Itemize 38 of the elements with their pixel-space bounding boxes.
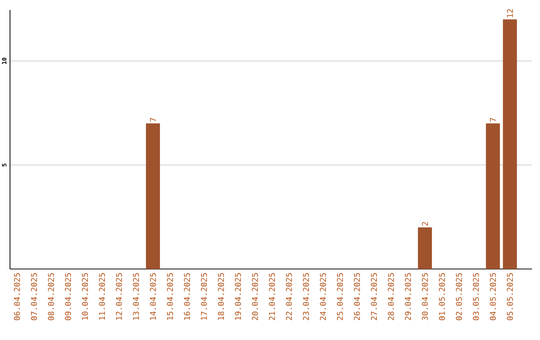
bar bbox=[146, 123, 160, 269]
x-tick-label: 03.05.2025 bbox=[472, 273, 479, 320]
x-tick-label: 18.04.2025 bbox=[218, 273, 224, 320]
x-tick-label: 06.04.2025 bbox=[14, 273, 20, 320]
x-tick-label: 22.04.2025 bbox=[286, 273, 292, 320]
x-tick-label: 07.04.2025 bbox=[30, 273, 37, 320]
x-tick-label: 13.04.2025 bbox=[132, 273, 139, 320]
x-tick-label: 11.04.2025 bbox=[98, 273, 105, 320]
x-tick-label: 08.04.2025 bbox=[48, 273, 54, 320]
x-tick-label: 24.04.2025 bbox=[320, 273, 326, 320]
bar bbox=[418, 227, 432, 269]
x-tick-label: 23.04.2025 bbox=[302, 273, 309, 320]
x-tick-label: 09.04.2025 bbox=[64, 273, 71, 320]
x-tick-label: 25.04.2025 bbox=[336, 273, 343, 320]
x-tick-label: 27.04.2025 bbox=[370, 273, 377, 320]
x-tick-label: 21.04.2025 bbox=[268, 273, 275, 320]
x-tick-label: 26.04.2025 bbox=[354, 273, 360, 320]
x-tick-label: 20.04.2025 bbox=[252, 273, 258, 320]
x-tick-label: 04.05.2025 bbox=[490, 273, 496, 320]
bar bbox=[502, 19, 517, 269]
data-label: 2 bbox=[422, 222, 428, 226]
x-tick-label: 05.05.2025 bbox=[506, 273, 513, 320]
data-label: 7 bbox=[490, 118, 496, 122]
x-tick-label: 17.04.2025 bbox=[200, 273, 207, 320]
x-tick-label: 01.05.2025 bbox=[438, 273, 445, 320]
x-tick-label: 12.04.2025 bbox=[116, 273, 122, 320]
x-tick-label: 02.05.2025 bbox=[456, 273, 462, 320]
bar bbox=[486, 123, 500, 269]
x-tick-label: 10.04.2025 bbox=[82, 273, 88, 320]
data-label: 12 bbox=[506, 9, 513, 18]
x-tick-label: 15.04.2025 bbox=[166, 273, 173, 320]
data-label: 7 bbox=[150, 118, 156, 122]
x-tick-label: 19.04.2025 bbox=[234, 273, 241, 320]
x-tick-label: 16.04.2025 bbox=[184, 273, 190, 320]
x-tick-label: 29.04.2025 bbox=[404, 273, 411, 320]
x-tick-label: 28.04.2025 bbox=[388, 273, 394, 320]
x-tick-label: 14.04.2025 bbox=[150, 273, 156, 320]
x-tick-label: 30.04.2025 bbox=[422, 273, 428, 320]
